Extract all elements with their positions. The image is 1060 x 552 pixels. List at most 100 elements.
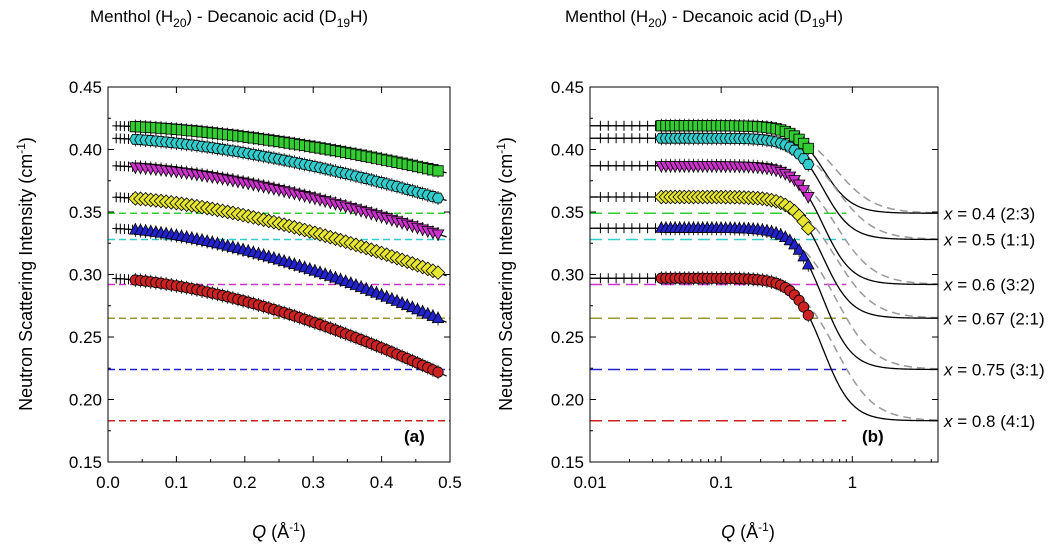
y-tick-label: 0.25: [551, 328, 584, 347]
cross-point: [596, 223, 605, 234]
cross-point: [643, 223, 652, 234]
panel-b-x-ticks: 0.01 0.1 1: [573, 87, 932, 492]
series-labels: x = 0.4 (2:3) x = 0.5 (1:1) x = 0.6 (3:2) x…: [943, 204, 1045, 431]
cross-point: [596, 133, 605, 144]
fit-dashed-line: [590, 196, 938, 319]
panel-b-plot-area: [590, 118, 938, 422]
cross-point: [643, 120, 652, 131]
panel-a-x-axis-label: Q (Å-1): [252, 520, 306, 542]
data-point: [800, 221, 816, 236]
data-point: [801, 257, 815, 270]
fit-line: [590, 227, 938, 371]
x-tick-label: 0.0: [96, 473, 120, 492]
cross-point: [604, 160, 613, 171]
cross-point: [596, 273, 605, 284]
data-point: [802, 309, 814, 321]
cross-point: [612, 223, 621, 234]
cross-point: [619, 120, 628, 131]
cross-point: [596, 192, 605, 202]
cross-point: [635, 120, 644, 131]
cross-point: [612, 192, 621, 202]
cross-point: [604, 223, 613, 234]
cross-point: [619, 133, 628, 144]
fit-dashed-line: [590, 277, 938, 421]
y-tick-label: 0.35: [551, 203, 584, 222]
series-label: x = 0.6 (3:2): [943, 276, 1035, 295]
panel-a: 0.150.200.250.300.350.400.45 0.0 0.1 0.2 0.…: [14, 78, 462, 542]
fit-line: [590, 165, 938, 286]
title-right: Menthol (H20) - Decanoic acid (D19H): [565, 7, 843, 30]
cross-point: [619, 273, 628, 284]
title-left: Menthol (H20) - Decanoic acid (D19H): [90, 7, 368, 30]
cross-point: [612, 120, 621, 131]
cross-point: [604, 273, 613, 284]
panel-a-y-ticks: 0.15 0.20 0.25 0.30 0.35 0.40 0.45: [69, 78, 450, 472]
fit-line: [590, 277, 938, 422]
panel-b-y-axis-label: Neutron Scattering Intensity (cm-1): [494, 137, 516, 411]
y-tick-label: 0.15: [551, 453, 584, 472]
x-tick-label: 0.1: [709, 473, 733, 492]
y-tick-label: 0.20: [69, 391, 102, 410]
cross-point: [635, 133, 644, 144]
cross-point: [627, 223, 636, 234]
fit-line: [114, 277, 447, 377]
x-tick-label: 0.5: [438, 473, 462, 492]
panel-b-y-ticks: 0.15 0.20 0.25 0.30 0.35 0.40 0.45: [551, 78, 938, 472]
series-label: x = 0.67 (2:1): [943, 309, 1045, 328]
cross-point: [627, 160, 636, 171]
cross-point: [619, 223, 628, 234]
data-point: [430, 265, 446, 280]
panel-b-label: (b): [862, 427, 884, 446]
data-point: [801, 191, 815, 204]
series-label: x = 0.75 (3:1): [943, 361, 1045, 380]
cross-point: [619, 160, 628, 171]
y-tick-label: 0.25: [69, 328, 102, 347]
fit-dashed-line: [590, 165, 938, 285]
data-point: [802, 159, 815, 170]
cross-point: [643, 160, 652, 171]
panel-b-x-axis-label: Q (Å-1): [721, 520, 775, 542]
x-tick-label: 0.3: [301, 473, 325, 492]
x-tick-label: 0.01: [573, 473, 606, 492]
y-tick-label: 0.45: [551, 78, 584, 97]
cross-point: [627, 120, 636, 131]
cross-point: [596, 160, 605, 171]
cross-point: [643, 192, 652, 203]
cross-point: [635, 192, 644, 202]
x-tick-label: 0.2: [233, 473, 257, 492]
data-point: [431, 311, 445, 324]
x-tick-label: 0.1: [165, 473, 189, 492]
cross-point: [612, 160, 621, 171]
panel-b: 0.15 0.20 0.25 0.30 0.35 0.40 0.45 0.01 0.1 1 (b…: [494, 78, 1045, 542]
cross-point: [643, 133, 652, 144]
y-tick-label: 0.20: [551, 391, 584, 410]
data-point: [431, 229, 445, 242]
series-label: x = 0.4 (2:3): [943, 204, 1035, 223]
fit-line: [590, 196, 938, 319]
cross-point: [604, 192, 613, 202]
cross-point: [612, 273, 621, 284]
cross-point: [619, 192, 628, 202]
cross-point: [635, 273, 644, 284]
data-point: [431, 192, 445, 204]
panel-a-plot-area: [108, 119, 450, 422]
data-point: [797, 185, 811, 197]
cross-point: [604, 133, 613, 144]
cross-point: [604, 120, 613, 131]
cross-point: [627, 133, 636, 144]
x-tick-label: 1: [848, 473, 857, 492]
series-label: x = 0.5 (1:1): [943, 231, 1035, 250]
cross-point: [596, 120, 605, 131]
data-point: [432, 366, 444, 378]
cross-point: [612, 133, 621, 144]
fit-line: [590, 137, 938, 241]
y-tick-label: 0.30: [69, 266, 102, 285]
data-point: [792, 243, 806, 255]
cross-point: [635, 223, 644, 234]
cross-point: [643, 273, 652, 284]
data-point: [432, 165, 444, 177]
panel-a-y-axis-label: Neutron Scattering Intensity (cm-1): [14, 137, 36, 411]
cross-point: [635, 160, 644, 171]
cross-point: [627, 273, 636, 284]
